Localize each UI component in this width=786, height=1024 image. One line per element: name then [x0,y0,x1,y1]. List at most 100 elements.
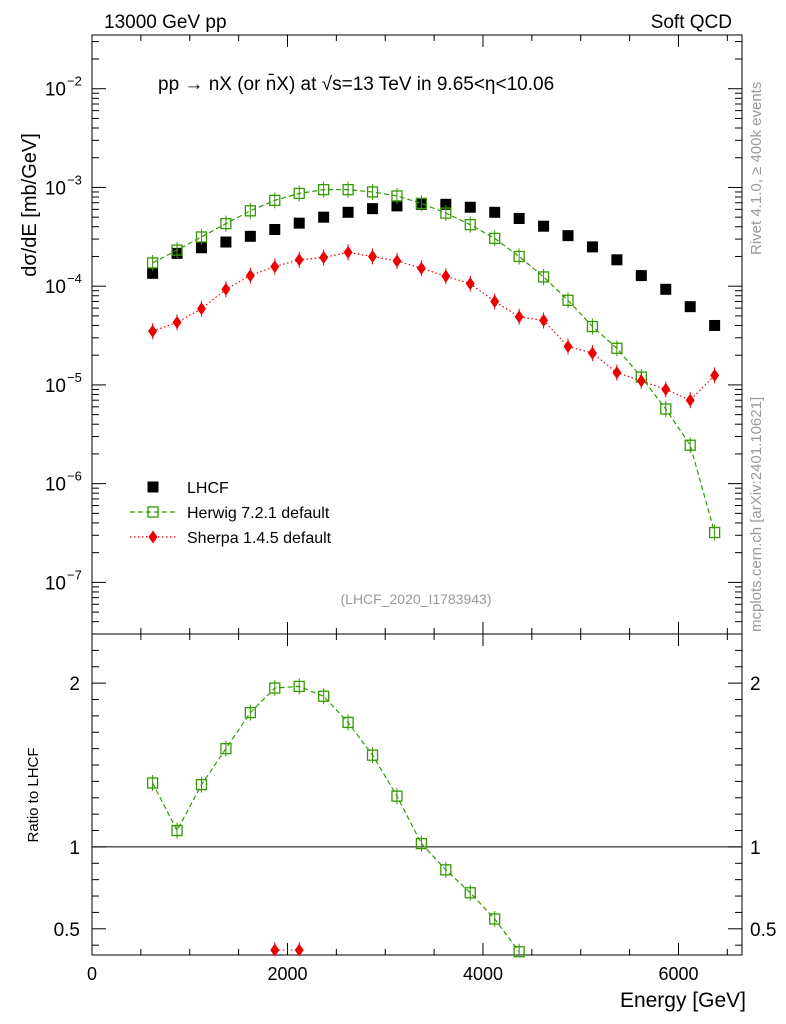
data-point-2 [196,302,206,316]
chart-title: pp → nX (or n̄X) at √s=13 TeV in 9.65<η<… [158,74,554,95]
header-left: 13000 GeV pp [104,12,227,33]
data-point-1 [513,250,525,263]
data-point-0 [513,212,525,224]
data-point-1 [562,294,574,306]
y-tick-exponent: −5 [67,370,82,385]
y-tick-exponent: −6 [67,469,82,484]
data-point-2 [685,393,695,407]
series-line-1 [152,189,716,533]
y-tick-label: 10 [45,573,66,594]
data-point-0 [586,241,598,253]
legend-marker [147,506,159,518]
data-point-2 [441,269,451,283]
data-point-1 [415,197,428,210]
ratio-tick-label-left: 2 [69,674,80,695]
analysis-id: (LHCF_2020_I1783943) [341,591,492,607]
legend: LHCF Herwig 7.2.1 default Sherpa 1.4.5 def… [130,480,332,547]
data-point-1 [366,186,379,198]
data-point-2 [490,294,500,308]
ratio-point-1 [318,690,330,702]
data-point-0 [220,236,232,248]
ratio-point-1 [269,682,281,694]
main-axes-ticks: 10−710−610−510−410−310−2 [45,35,742,635]
data-point-2 [221,282,231,296]
y-tick-exponent: −2 [67,74,82,89]
data-point-2 [368,249,378,263]
x-tick-label: 6000 [658,964,698,984]
data-point-0 [391,200,403,212]
ratio-tick-label-left: 1 [69,838,80,859]
data-point-0 [147,267,159,279]
data-point-0 [660,283,672,295]
data-point-0 [367,203,379,215]
data-point-2 [319,251,329,265]
main-series [146,181,721,541]
legend-label: LHCF [187,480,229,497]
ratio-point-1 [293,680,305,693]
ratio-plot-frame [91,633,743,956]
data-point-0 [611,254,623,266]
data-point-1 [684,439,696,451]
y-tick-label: 10 [45,178,66,199]
ratio-point-1 [195,779,208,791]
y-tick-label: 10 [45,376,66,397]
y-tick-exponent: −3 [67,172,82,187]
ratio-point-1 [220,742,232,755]
rivet-label: Rivet 4.1.0, ≥ 400k events [748,82,765,255]
data-point-2 [343,245,353,259]
data-point-2 [416,261,426,275]
legend-label: Sherpa 1.4.5 default [187,530,332,547]
y-tick-label: 10 [45,80,66,101]
data-point-2 [539,313,549,327]
x-axis-label: Energy [GeV] [620,989,746,1012]
ratio-tick-label-right: 1 [750,838,761,859]
data-point-1 [440,207,452,219]
data-point-0 [538,220,550,232]
data-point-2 [294,253,304,267]
mcplots-label: mcplots.cern.ch [arXiv:2401.10621] [748,397,765,632]
data-point-1 [660,403,672,415]
data-point-2 [245,269,255,283]
ratio-y-axis-label: Ratio to LHCF [25,747,42,842]
ratio-series [146,678,525,958]
data-point-1 [244,205,256,217]
y-axis-label: dσ/dE [mb/GeV] [19,133,41,277]
data-point-2 [710,368,720,382]
data-point-1 [708,526,721,539]
data-point-1 [489,232,501,245]
data-point-0 [318,211,330,223]
data-point-1 [293,187,305,200]
data-point-0 [684,301,696,313]
data-point-0 [635,270,647,282]
data-point-1 [586,320,599,333]
data-point-1 [171,244,183,256]
ratio-line-1 [152,685,520,953]
y-tick-exponent: −4 [67,271,82,286]
ratio-point-1 [513,946,525,958]
x-tick-label: 2000 [267,964,307,984]
data-point-0 [195,242,207,254]
data-point-0 [293,217,305,229]
data-point-1 [195,231,208,243]
data-point-1 [146,257,159,269]
data-point-1 [220,217,232,230]
data-point-1 [269,194,281,207]
ratio-point-1 [366,749,379,761]
y-tick-label: 10 [45,277,66,298]
y-tick-label: 10 [45,475,66,496]
ratio-axes-ticks: 0 2000 4000 6000 0.5 0.5 1 1 2 2 [54,634,776,984]
x-tick-label: 0 [87,964,97,984]
ratio-point-1 [489,913,501,925]
ratio-point-1 [440,864,452,876]
ratio-point-2 [294,943,304,957]
ratio-point-2 [270,943,280,957]
data-point-2 [661,382,671,396]
data-point-1 [318,183,330,196]
ratio-point-1 [464,887,476,899]
ratio-tick-label-right: 0.5 [750,920,776,941]
ratio-point-1 [244,706,256,719]
data-point-0 [440,198,452,210]
data-point-2 [563,339,573,353]
data-point-2 [636,374,646,388]
